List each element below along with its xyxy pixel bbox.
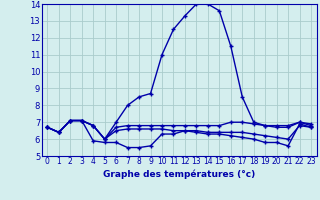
X-axis label: Graphe des températures (°c): Graphe des températures (°c) — [103, 169, 255, 179]
